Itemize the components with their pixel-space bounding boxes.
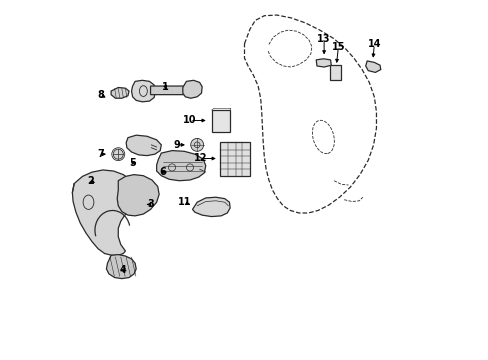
Polygon shape	[117, 175, 159, 216]
Text: 13: 13	[317, 35, 330, 44]
Text: 10: 10	[183, 116, 196, 126]
FancyBboxPatch shape	[211, 110, 230, 132]
Text: 6: 6	[159, 167, 166, 177]
Text: 12: 12	[194, 153, 207, 163]
Text: 1: 1	[162, 82, 169, 92]
FancyBboxPatch shape	[329, 65, 340, 80]
Text: 5: 5	[129, 158, 136, 168]
Text: 4: 4	[120, 265, 126, 275]
Polygon shape	[131, 80, 155, 102]
Polygon shape	[365, 61, 380, 72]
Text: 11: 11	[177, 197, 191, 207]
Polygon shape	[183, 80, 202, 98]
Circle shape	[113, 149, 123, 159]
Text: 8: 8	[97, 90, 103, 100]
Polygon shape	[111, 87, 129, 98]
Text: 2: 2	[87, 176, 94, 186]
Polygon shape	[72, 170, 136, 255]
FancyBboxPatch shape	[220, 142, 249, 176]
Polygon shape	[106, 255, 136, 279]
Text: 15: 15	[331, 42, 345, 51]
Text: 14: 14	[367, 40, 380, 49]
Polygon shape	[192, 197, 230, 217]
Polygon shape	[316, 59, 330, 67]
Circle shape	[190, 138, 203, 151]
Text: 7: 7	[98, 149, 104, 159]
Text: 3: 3	[147, 199, 154, 210]
Polygon shape	[150, 86, 190, 95]
Polygon shape	[156, 150, 205, 181]
Polygon shape	[126, 135, 161, 156]
Text: 9: 9	[173, 140, 180, 150]
